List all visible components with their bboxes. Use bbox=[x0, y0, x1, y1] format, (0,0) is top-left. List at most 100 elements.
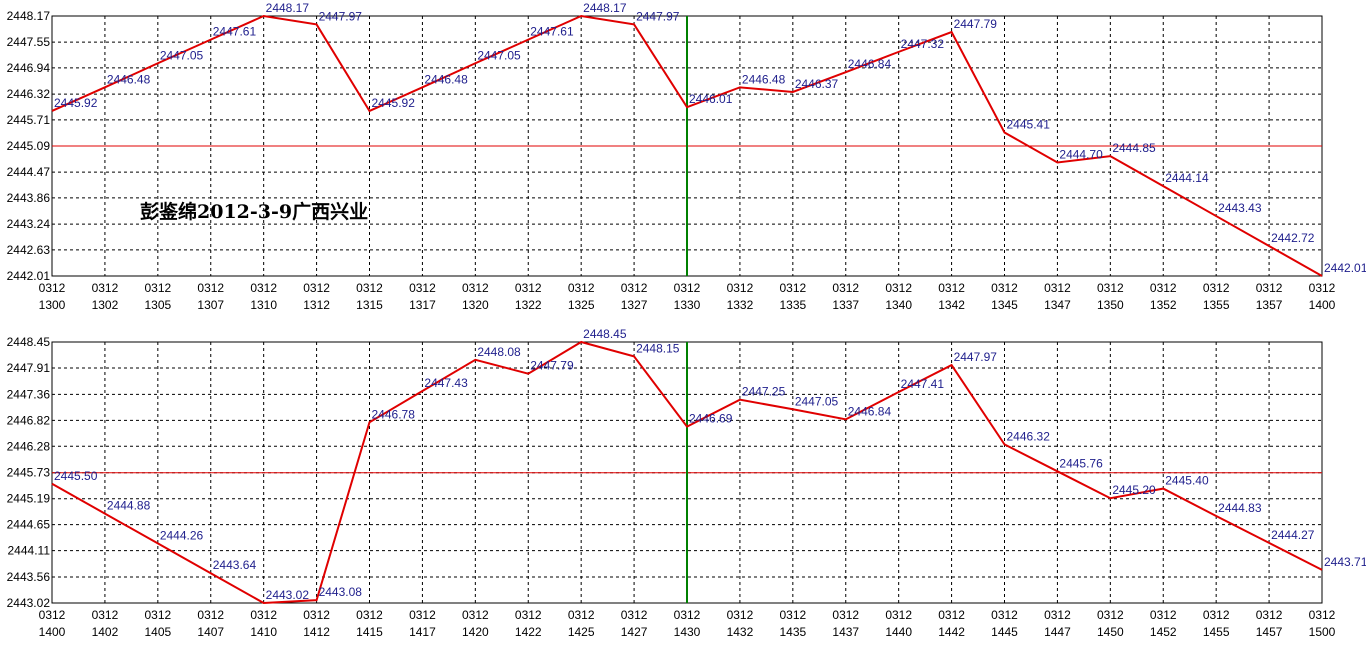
value-label: 2445.41 bbox=[1007, 117, 1051, 131]
y-tick-label: 2448.45 bbox=[7, 335, 51, 349]
x-tick-label: 0312 1310 bbox=[250, 281, 277, 312]
value-label: 2443.08 bbox=[319, 585, 363, 599]
value-label: 2447.97 bbox=[319, 9, 363, 23]
value-label: 2445.50 bbox=[54, 469, 98, 483]
value-label: 2446.01 bbox=[689, 92, 733, 106]
y-tick-label: 2447.36 bbox=[7, 387, 51, 401]
y-tick-label: 2445.09 bbox=[7, 139, 51, 153]
x-tick-label: 0312 1327 bbox=[621, 281, 648, 312]
value-label: 2444.85 bbox=[1112, 141, 1156, 155]
value-label: 2445.92 bbox=[54, 96, 98, 110]
x-tick-label: 0312 1437 bbox=[832, 608, 859, 639]
value-label: 2448.17 bbox=[583, 1, 627, 15]
x-tick-label: 0312 1305 bbox=[144, 281, 171, 312]
y-tick-label: 2447.91 bbox=[7, 361, 51, 375]
value-label: 2444.70 bbox=[1059, 147, 1103, 161]
y-tick-label: 2443.02 bbox=[7, 596, 51, 610]
value-label: 2448.08 bbox=[477, 345, 521, 359]
value-label: 2447.97 bbox=[636, 9, 680, 23]
value-label: 2448.45 bbox=[583, 327, 627, 341]
x-tick-label: 0312 1357 bbox=[1256, 281, 1283, 312]
x-tick-label: 0312 1402 bbox=[92, 608, 119, 639]
x-tick-label: 0312 1410 bbox=[250, 608, 277, 639]
x-tick-label: 0312 1355 bbox=[1203, 281, 1230, 312]
x-tick-label: 0312 1350 bbox=[1097, 281, 1124, 312]
annotation: 彭鉴绵2012-3-9广西兴业 bbox=[140, 200, 368, 223]
data-line bbox=[51, 14, 1323, 277]
value-label: 2447.05 bbox=[795, 394, 839, 408]
x-tick-label: 0312 1412 bbox=[303, 608, 330, 639]
x-tick-label: 0312 1300 bbox=[39, 281, 66, 312]
value-label: 2442.72 bbox=[1271, 231, 1315, 245]
value-label: 2446.69 bbox=[689, 412, 733, 426]
x-tick-label: 0312 1317 bbox=[409, 281, 436, 312]
y-tick-label: 2446.94 bbox=[7, 61, 51, 75]
x-tick-label: 0312 1445 bbox=[991, 608, 1018, 639]
x-tick-label: 0312 1442 bbox=[938, 608, 965, 639]
value-label: 2446.48 bbox=[107, 72, 151, 86]
y-tick-label: 2444.47 bbox=[7, 165, 51, 179]
x-tick-label: 0312 1457 bbox=[1256, 608, 1283, 639]
value-label: 2445.92 bbox=[372, 96, 416, 110]
x-tick-label: 0312 1347 bbox=[1044, 281, 1071, 312]
x-tick-label: 0312 1420 bbox=[462, 608, 489, 639]
value-label: 2444.27 bbox=[1271, 528, 1315, 542]
value-label: 2446.37 bbox=[795, 77, 839, 91]
value-label: 2446.32 bbox=[1007, 429, 1051, 443]
x-tick-label: 0312 1320 bbox=[462, 281, 489, 312]
x-tick-label: 0312 1500 bbox=[1309, 608, 1336, 639]
y-tick-label: 2444.65 bbox=[7, 518, 51, 532]
x-tick-label: 0312 1337 bbox=[832, 281, 859, 312]
value-label: 2443.64 bbox=[213, 558, 257, 572]
value-label: 2443.43 bbox=[1218, 201, 1262, 215]
value-label: 2445.40 bbox=[1165, 474, 1209, 488]
value-label: 2447.61 bbox=[213, 25, 257, 39]
y-tick-label: 2446.82 bbox=[7, 413, 51, 427]
value-label: 2446.78 bbox=[372, 407, 416, 421]
x-tick-label: 0312 1415 bbox=[356, 608, 383, 639]
value-label: 2447.79 bbox=[530, 359, 574, 373]
x-tick-label: 0312 1330 bbox=[674, 281, 701, 312]
data-line bbox=[51, 340, 1323, 605]
x-tick-label: 0312 1340 bbox=[885, 281, 912, 312]
value-label: 2447.79 bbox=[954, 17, 998, 31]
x-tick-label: 0312 1422 bbox=[515, 608, 542, 639]
y-tick-label: 2446.28 bbox=[7, 439, 51, 453]
value-label: 2447.41 bbox=[901, 377, 945, 391]
x-tick-label: 0312 1302 bbox=[92, 281, 119, 312]
value-label: 2442.01 bbox=[1324, 261, 1366, 275]
x-tick-label: 0312 1400 bbox=[39, 608, 66, 639]
x-tick-label: 0312 1312 bbox=[303, 281, 330, 312]
x-tick-label: 0312 1407 bbox=[197, 608, 224, 639]
value-label: 2444.26 bbox=[160, 528, 204, 542]
x-tick-label: 0312 1335 bbox=[779, 281, 806, 312]
value-label: 2444.88 bbox=[107, 499, 151, 513]
x-tick-label: 0312 1332 bbox=[727, 281, 754, 312]
y-tick-label: 2443.24 bbox=[7, 217, 51, 231]
value-label: 2446.84 bbox=[848, 57, 892, 71]
x-tick-label: 0312 1430 bbox=[674, 608, 701, 639]
x-tick-label: 0312 1455 bbox=[1203, 608, 1230, 639]
y-tick-label: 2443.86 bbox=[7, 191, 51, 205]
y-tick-label: 2442.01 bbox=[7, 269, 51, 283]
x-tick-label: 0312 1452 bbox=[1150, 608, 1177, 639]
x-tick-label: 0312 1425 bbox=[568, 608, 595, 639]
value-label: 2446.48 bbox=[742, 72, 786, 86]
x-tick-label: 0312 1322 bbox=[515, 281, 542, 312]
value-label: 2443.71 bbox=[1324, 555, 1366, 569]
value-label: 2448.15 bbox=[636, 341, 680, 355]
value-label: 2447.97 bbox=[954, 350, 998, 364]
x-tick-label: 0312 1352 bbox=[1150, 281, 1177, 312]
value-label: 2447.43 bbox=[424, 376, 468, 390]
value-label: 2446.84 bbox=[848, 404, 892, 418]
x-tick-label: 0312 1307 bbox=[197, 281, 224, 312]
value-label: 2443.02 bbox=[266, 588, 310, 602]
value-label: 2447.25 bbox=[742, 385, 786, 399]
value-label: 2444.83 bbox=[1218, 501, 1262, 515]
x-tick-label: 0312 1345 bbox=[991, 281, 1018, 312]
value-label: 2448.17 bbox=[266, 1, 310, 15]
x-tick-label: 0312 1432 bbox=[727, 608, 754, 639]
y-tick-label: 2445.19 bbox=[7, 492, 51, 506]
x-tick-label: 0312 1447 bbox=[1044, 608, 1071, 639]
